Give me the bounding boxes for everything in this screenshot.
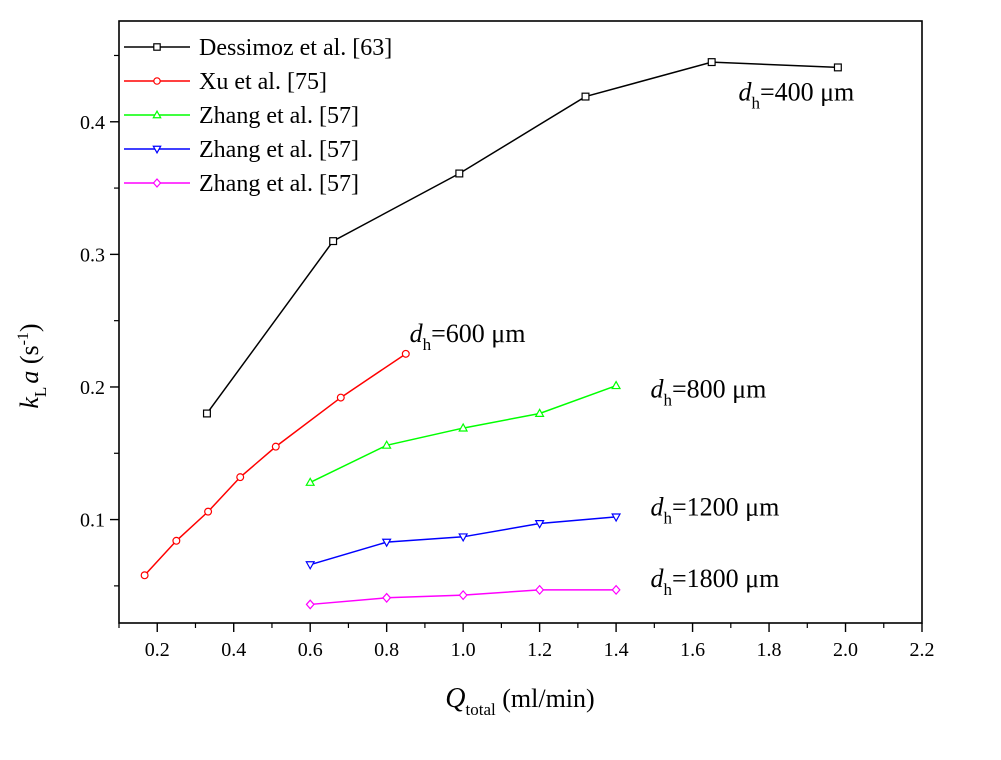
legend-marker — [152, 178, 162, 188]
x-tick-label: 1.4 — [604, 639, 629, 661]
data-point — [535, 584, 545, 596]
series-2 — [140, 349, 410, 580]
legend-label: Xu et al. [75] — [199, 69, 327, 95]
x-tick-label: 0.6 — [298, 639, 323, 661]
legend-marker — [153, 77, 161, 85]
legend-marker — [153, 43, 161, 51]
data-point — [458, 533, 469, 543]
data-point — [202, 409, 211, 418]
legend-marker — [152, 109, 162, 119]
x-tick-label: 0.2 — [145, 639, 170, 661]
legend-marker — [152, 145, 162, 155]
legend-item: Zhang et al. [57] — [124, 171, 359, 197]
annotations: dh=400 μm dh=600 μm dh=800 μm dh=1200 μm dh=… — [410, 78, 855, 600]
data-point — [458, 589, 468, 601]
x-tick-label: 1.8 — [757, 639, 782, 661]
y-tick-label: 0.3 — [80, 244, 105, 266]
diameter-annotation: dh=1200 μm — [651, 493, 780, 528]
data-point — [611, 513, 622, 523]
data-point — [172, 536, 181, 545]
legend-label: Zhang et al. [57] — [199, 137, 359, 163]
data-point — [381, 538, 392, 548]
x-tick-label: 2.0 — [833, 639, 858, 661]
data-point — [382, 592, 392, 603]
series-5 — [305, 584, 621, 610]
x-axis-label: Qtotal (ml/min) — [445, 683, 594, 719]
data-point — [329, 237, 338, 246]
x-tick-label: 1.6 — [680, 639, 705, 661]
x-tick-label: 0.4 — [221, 639, 246, 661]
data-point — [458, 422, 469, 432]
data-point — [401, 349, 410, 358]
data-point — [336, 393, 345, 402]
diameter-annotation: dh=600 μm — [410, 319, 526, 354]
data-point — [305, 561, 316, 570]
data-point — [833, 63, 842, 72]
series-4 — [305, 513, 622, 570]
data-point — [305, 477, 316, 486]
plot-frame — [118, 20, 923, 624]
diameter-annotation: dh=400 μm — [738, 78, 854, 113]
data-point — [236, 473, 245, 482]
legend-item: Xu et al. [75] — [124, 69, 327, 95]
data-point — [305, 599, 315, 610]
data-point — [271, 442, 280, 451]
diameter-annotation: dh=1800 μm — [651, 564, 780, 599]
data-point — [140, 571, 149, 580]
series-3 — [305, 380, 622, 486]
x-tick-label: 2.2 — [910, 639, 935, 661]
data-point — [534, 520, 545, 529]
legend-item: Zhang et al. [57] — [124, 103, 359, 129]
y-tick-label: 0.1 — [80, 510, 105, 532]
legend-label: Zhang et al. [57] — [199, 171, 359, 197]
legend-item: Dessimoz et al. [63] — [124, 35, 392, 61]
series-layer — [140, 58, 842, 610]
data-point — [534, 408, 545, 417]
data-point — [707, 58, 716, 67]
legend-item: Zhang et al. [57] — [124, 137, 359, 163]
axis-ticks: 0.2 0.4 0.6 0.8 1.0 1.2 1.4 1.6 1.8 2.0 2.2 0.1 0.2 0… — [80, 54, 935, 661]
diameter-annotation: dh=800 μm — [651, 375, 767, 410]
legend: Dessimoz et al. [63] Xu et al. [75] Zhang … — [124, 35, 392, 197]
data-point — [611, 380, 622, 390]
series-1 — [202, 58, 842, 418]
data-point — [204, 507, 213, 516]
data-point — [611, 584, 621, 596]
axis-labels: Qtotal (ml/min) kLa (s-1) — [15, 323, 595, 719]
y-tick-label: 0.4 — [80, 112, 105, 134]
y-tick-label: 0.2 — [80, 377, 105, 399]
x-tick-label: 1.0 — [451, 639, 476, 661]
y-axis-label: kLa (s-1) — [15, 323, 50, 408]
series-line — [144, 353, 407, 576]
x-tick-label: 1.2 — [527, 639, 552, 661]
legend-label: Dessimoz et al. [63] — [199, 35, 392, 61]
data-point — [381, 440, 392, 449]
x-tick-label: 0.8 — [374, 639, 399, 661]
legend-label: Zhang et al. [57] — [199, 103, 359, 129]
data-point — [581, 92, 590, 101]
series-line — [309, 384, 617, 484]
data-point — [455, 169, 464, 178]
series-line — [206, 61, 838, 414]
